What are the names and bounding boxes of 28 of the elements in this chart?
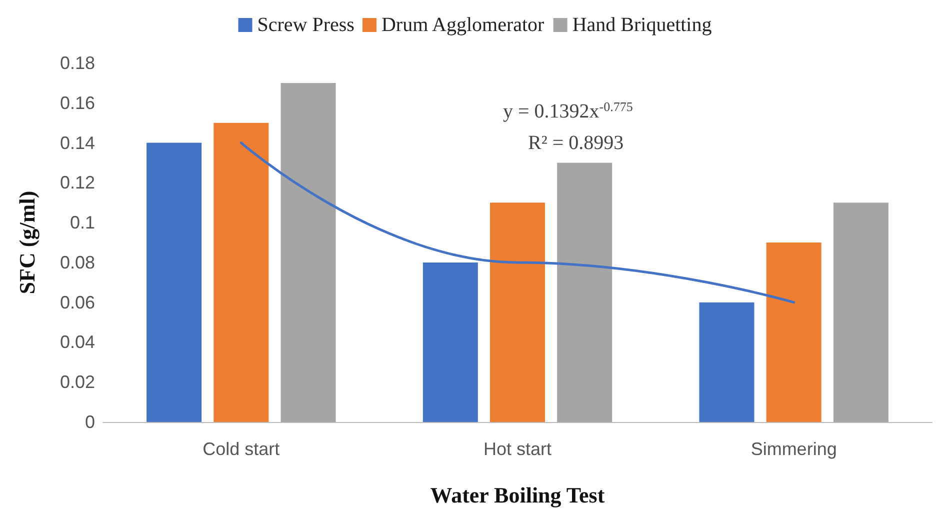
bar bbox=[490, 202, 545, 422]
y-tick-label: 0.08 bbox=[60, 252, 95, 272]
bar bbox=[766, 242, 822, 422]
bar bbox=[146, 142, 202, 422]
legend-label: Screw Press bbox=[257, 14, 355, 36]
annotation: R² = 0.8993 bbox=[528, 132, 624, 154]
y-tick-label: 0.16 bbox=[60, 92, 95, 113]
y-tick-label: 0.06 bbox=[60, 292, 95, 312]
y-tick-label: 0.02 bbox=[60, 372, 95, 392]
y-tick-label: 0 bbox=[84, 412, 95, 432]
x-tick-label: Hot start bbox=[483, 439, 552, 459]
bar bbox=[833, 202, 888, 422]
y-tick-label: 0.14 bbox=[60, 132, 95, 153]
y-tick-label: 0.18 bbox=[60, 53, 95, 73]
y-tick-label: 0.04 bbox=[60, 332, 95, 352]
bar bbox=[557, 162, 612, 422]
y-tick-label: 0.1 bbox=[70, 212, 95, 233]
y-axis-title: SFC (g/ml) bbox=[14, 190, 40, 294]
bar bbox=[422, 262, 478, 422]
legend-label: Hand Briquetting bbox=[572, 14, 712, 36]
bar bbox=[214, 122, 269, 422]
x-axis-title: Water Boiling Test bbox=[430, 482, 606, 508]
bar bbox=[280, 82, 336, 422]
bar bbox=[699, 302, 754, 422]
x-tick-label: Simmering bbox=[750, 439, 837, 459]
x-tick-label: Cold start bbox=[202, 439, 280, 459]
legend-label: Drum Agglomerator bbox=[381, 14, 545, 36]
y-tick-label: 0.12 bbox=[60, 172, 95, 193]
